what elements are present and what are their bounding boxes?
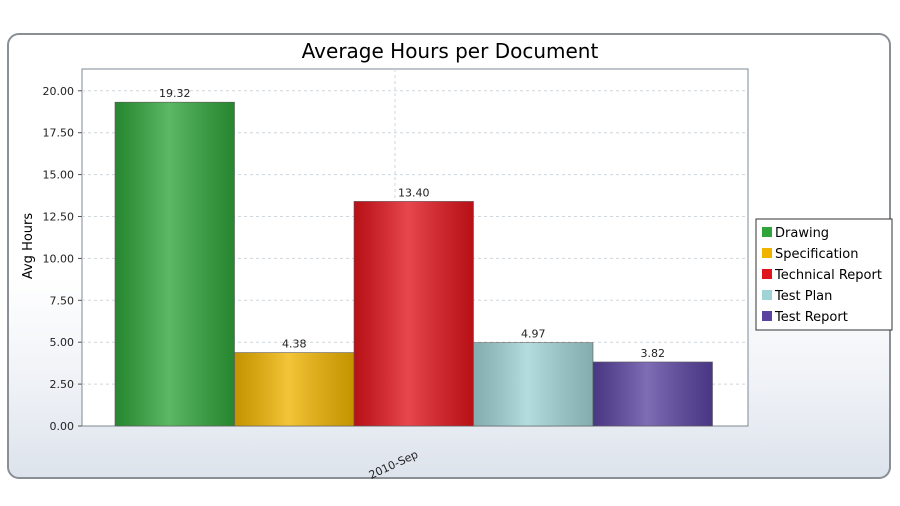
y-axis-label: Avg Hours: [21, 213, 36, 280]
bar-shading: [473, 342, 594, 427]
y-tick-label: 5.00: [50, 336, 75, 349]
x-tick-label: 2010-Sep: [367, 448, 420, 482]
data-label: 3.82: [641, 347, 666, 360]
y-tick-label: 17.50: [43, 127, 75, 140]
legend-swatch: [762, 269, 772, 279]
data-label: 19.32: [159, 87, 191, 100]
legend-entry: Technical Report: [774, 268, 882, 283]
y-tick-label: 2.50: [50, 378, 75, 391]
y-tick-label: 0.00: [50, 420, 75, 433]
bar-shading: [234, 352, 355, 427]
legend-swatch: [762, 311, 772, 321]
data-label: 4.97: [521, 328, 546, 341]
y-tick-label: 20.00: [43, 85, 75, 98]
bar-shading: [592, 361, 713, 427]
bar-shading: [114, 101, 235, 427]
legend-entry: Test Plan: [774, 289, 832, 304]
data-label: 13.40: [398, 186, 430, 199]
y-tick-label: 15.00: [43, 169, 75, 182]
legend-swatch: [762, 227, 772, 237]
legend-box: [755, 218, 893, 331]
data-label: 4.38: [282, 338, 307, 351]
legend-entry: Drawing: [775, 226, 829, 241]
y-tick-label: 7.50: [50, 294, 75, 307]
legend-swatch: [762, 290, 772, 300]
legend-entry: Test Report: [774, 310, 848, 325]
y-tick-label: 12.50: [43, 210, 75, 223]
legend-swatch: [762, 248, 772, 258]
legend-entry: Specification: [775, 247, 858, 262]
y-tick-label: 10.00: [43, 252, 75, 265]
bar-shading: [353, 201, 474, 427]
chart-title: Average Hours per Document: [302, 39, 599, 63]
